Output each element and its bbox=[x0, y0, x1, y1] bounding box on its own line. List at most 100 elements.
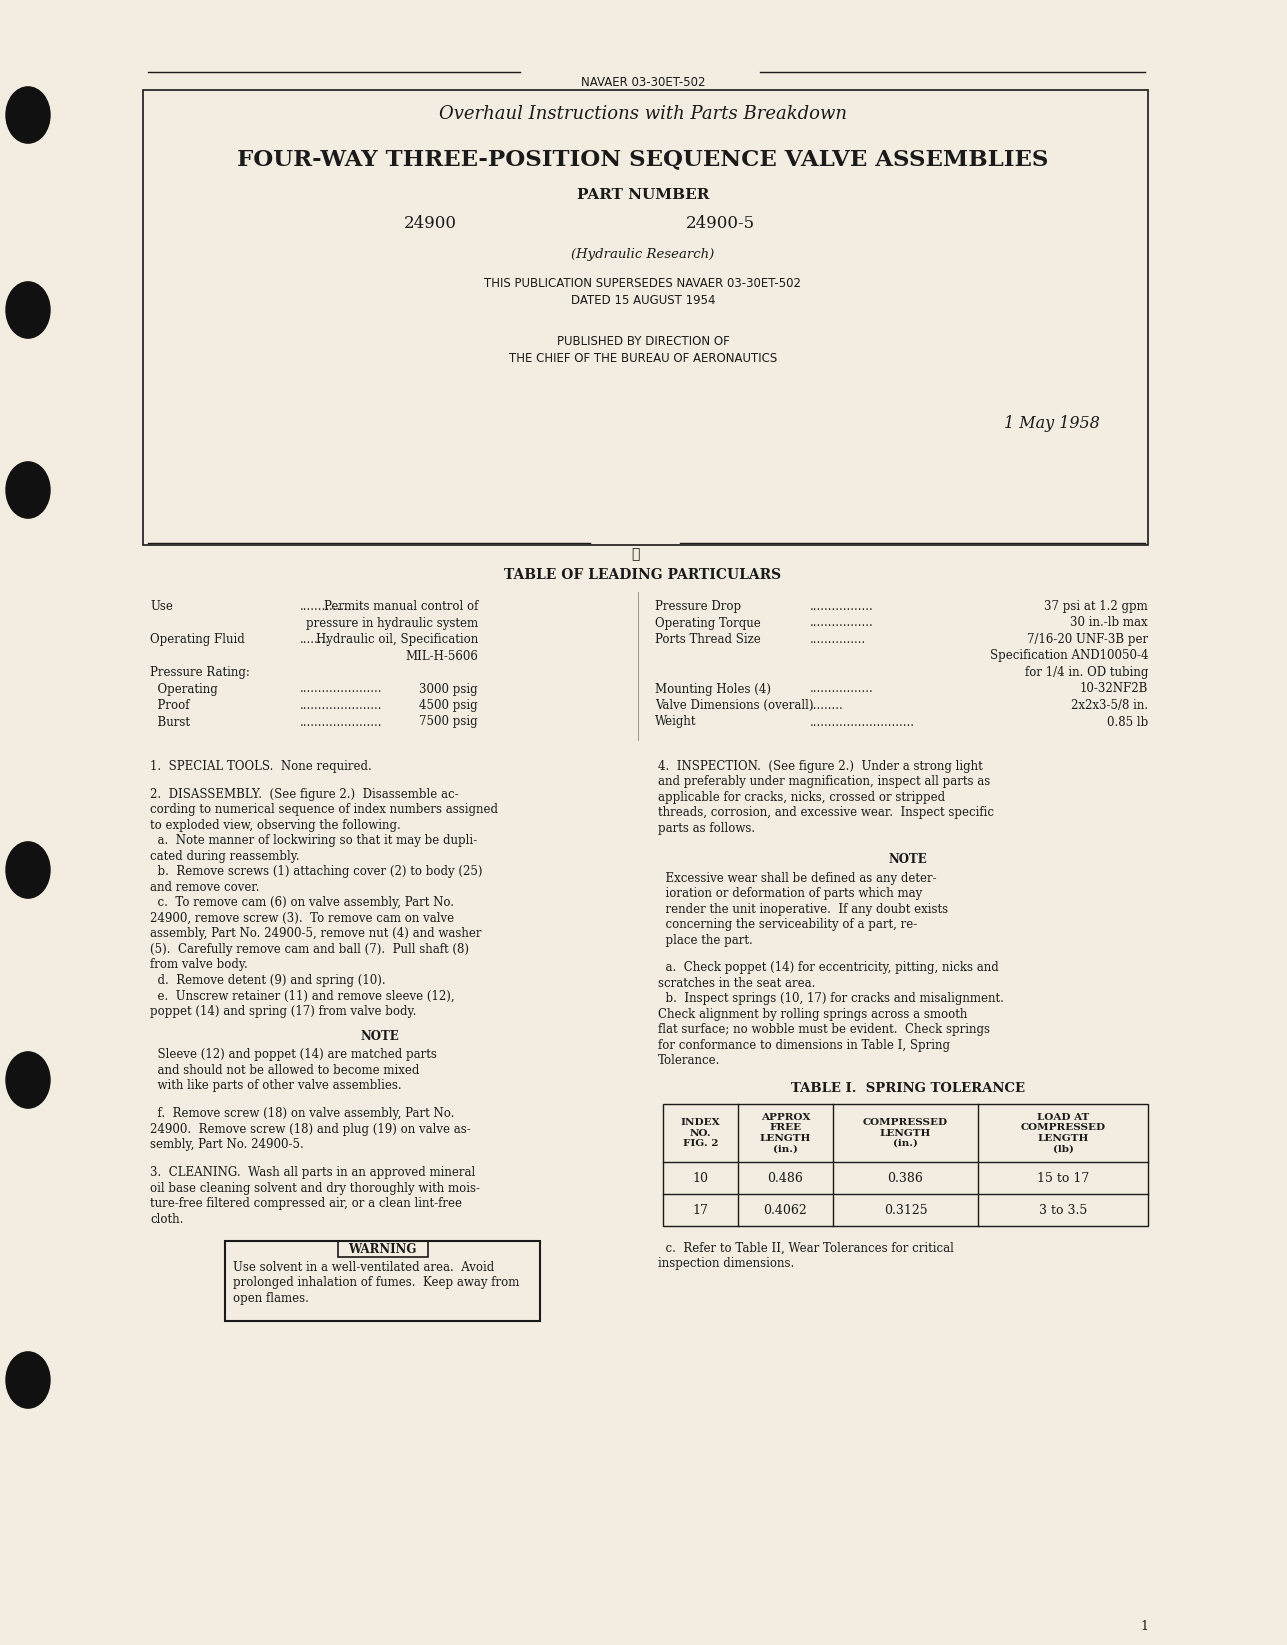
Text: Proof: Proof bbox=[151, 699, 189, 712]
Circle shape bbox=[6, 462, 50, 518]
Text: FOUR-WAY THREE-POSITION SEQUENCE VALVE ASSEMBLIES: FOUR-WAY THREE-POSITION SEQUENCE VALVE A… bbox=[237, 148, 1049, 169]
Text: LOAD AT
COMPRESSED
LENGTH
(lb): LOAD AT COMPRESSED LENGTH (lb) bbox=[1021, 1114, 1106, 1153]
Text: b.  Inspect springs (10, 17) for cracks and misalignment.: b. Inspect springs (10, 17) for cracks a… bbox=[658, 992, 1004, 1005]
Text: 24900: 24900 bbox=[404, 215, 457, 232]
Text: Hydraulic oil, Specification: Hydraulic oil, Specification bbox=[315, 633, 477, 646]
Text: .................: ................. bbox=[810, 617, 874, 630]
Text: Ports Thread Size: Ports Thread Size bbox=[655, 633, 761, 646]
Text: INDEX
NO.
FIG. 2: INDEX NO. FIG. 2 bbox=[681, 1119, 721, 1148]
Text: c.  To remove cam (6) on valve assembly, Part No.: c. To remove cam (6) on valve assembly, … bbox=[151, 897, 454, 910]
Bar bbox=[663, 1104, 1148, 1226]
Text: 2x2x3-5/8 in.: 2x2x3-5/8 in. bbox=[1071, 699, 1148, 712]
Text: ...............: ............... bbox=[810, 633, 866, 646]
Text: PUBLISHED BY DIRECTION OF: PUBLISHED BY DIRECTION OF bbox=[556, 336, 730, 349]
Text: 1.  SPECIAL TOOLS.  None required.: 1. SPECIAL TOOLS. None required. bbox=[151, 760, 372, 773]
Text: 0.386: 0.386 bbox=[888, 1171, 924, 1184]
Text: MIL-H-5606: MIL-H-5606 bbox=[405, 650, 477, 663]
Text: a.  Check poppet (14) for eccentricity, pitting, nicks and: a. Check poppet (14) for eccentricity, p… bbox=[658, 961, 999, 974]
Text: e.  Unscrew retainer (11) and remove sleeve (12),: e. Unscrew retainer (11) and remove slee… bbox=[151, 989, 454, 1002]
Text: 2.  DISASSEMBLY.  (See figure 2.)  Disassemble ac-: 2. DISASSEMBLY. (See figure 2.) Disassem… bbox=[151, 788, 458, 801]
Text: 0.85 lb: 0.85 lb bbox=[1107, 716, 1148, 729]
Text: parts as follows.: parts as follows. bbox=[658, 822, 755, 836]
Text: 17: 17 bbox=[692, 1204, 709, 1217]
Text: NAVAER 03-30ET-502: NAVAER 03-30ET-502 bbox=[580, 76, 705, 89]
Text: ........: ........ bbox=[300, 633, 329, 646]
Text: with like parts of other valve assemblies.: with like parts of other valve assemblie… bbox=[151, 1079, 402, 1092]
Text: 24900.  Remove screw (18) and plug (19) on valve as-: 24900. Remove screw (18) and plug (19) o… bbox=[151, 1122, 471, 1135]
Text: oil base cleaning solvent and dry thoroughly with mois-: oil base cleaning solvent and dry thorou… bbox=[151, 1181, 480, 1194]
Text: 10-32NF2B: 10-32NF2B bbox=[1080, 683, 1148, 696]
Text: Operating Torque: Operating Torque bbox=[655, 617, 761, 630]
Circle shape bbox=[6, 87, 50, 143]
Text: c.  Refer to Table II, Wear Tolerances for critical: c. Refer to Table II, Wear Tolerances fo… bbox=[658, 1242, 954, 1255]
Text: Weight: Weight bbox=[655, 716, 696, 729]
Text: applicable for cracks, nicks, crossed or stripped: applicable for cracks, nicks, crossed or… bbox=[658, 791, 945, 804]
Text: Burst: Burst bbox=[151, 716, 190, 729]
Text: Permits manual control of: Permits manual control of bbox=[323, 600, 477, 614]
Text: 4500 psig: 4500 psig bbox=[420, 699, 477, 712]
Text: poppet (14) and spring (17) from valve body.: poppet (14) and spring (17) from valve b… bbox=[151, 1005, 417, 1018]
Text: cording to numerical sequence of index numbers assigned: cording to numerical sequence of index n… bbox=[151, 803, 498, 816]
Text: ......................: ...................... bbox=[300, 699, 382, 712]
Text: assembly, Part No. 24900-5, remove nut (4) and washer: assembly, Part No. 24900-5, remove nut (… bbox=[151, 928, 481, 941]
Text: pressure in hydraulic system: pressure in hydraulic system bbox=[306, 617, 477, 630]
Text: Operating: Operating bbox=[151, 683, 218, 696]
Text: Excessive wear shall be defined as any deter-: Excessive wear shall be defined as any d… bbox=[658, 872, 937, 885]
Text: (Hydraulic Research): (Hydraulic Research) bbox=[571, 248, 714, 262]
Text: THE CHIEF OF THE BUREAU OF AERONAUTICS: THE CHIEF OF THE BUREAU OF AERONAUTICS bbox=[508, 352, 777, 365]
Text: Operating Fluid: Operating Fluid bbox=[151, 633, 245, 646]
Text: cated during reassembly.: cated during reassembly. bbox=[151, 850, 300, 864]
Text: from valve body.: from valve body. bbox=[151, 959, 248, 972]
Text: COMPRESSED
LENGTH
(in.): COMPRESSED LENGTH (in.) bbox=[864, 1119, 949, 1148]
Text: Specification AND10050-4: Specification AND10050-4 bbox=[990, 650, 1148, 663]
Text: concerning the serviceability of a part, re-: concerning the serviceability of a part,… bbox=[658, 918, 918, 931]
Text: 7500 psig: 7500 psig bbox=[420, 716, 477, 729]
Text: .................: ................. bbox=[810, 600, 874, 614]
Text: 24900-5: 24900-5 bbox=[686, 215, 754, 232]
Text: threads, corrosion, and excessive wear.  Inspect specific: threads, corrosion, and excessive wear. … bbox=[658, 806, 994, 819]
Text: .................: ................. bbox=[810, 683, 874, 696]
Text: d.  Remove detent (9) and spring (10).: d. Remove detent (9) and spring (10). bbox=[151, 974, 386, 987]
Text: Mounting Holes (4): Mounting Holes (4) bbox=[655, 683, 771, 696]
Text: 0.4062: 0.4062 bbox=[763, 1204, 807, 1217]
Text: Sleeve (12) and poppet (14) are matched parts: Sleeve (12) and poppet (14) are matched … bbox=[151, 1048, 436, 1061]
Text: NOTE: NOTE bbox=[888, 854, 928, 865]
Text: 24900, remove screw (3).  To remove cam on valve: 24900, remove screw (3). To remove cam o… bbox=[151, 911, 454, 924]
Text: for conformance to dimensions in Table I, Spring: for conformance to dimensions in Table I… bbox=[658, 1040, 950, 1053]
Text: scratches in the seat area.: scratches in the seat area. bbox=[658, 977, 816, 990]
Circle shape bbox=[6, 1352, 50, 1408]
Text: to exploded view, observing the following.: to exploded view, observing the followin… bbox=[151, 819, 400, 832]
Text: 15 to 17: 15 to 17 bbox=[1037, 1171, 1089, 1184]
Bar bbox=[337, 1240, 427, 1257]
Circle shape bbox=[6, 1051, 50, 1109]
Bar bbox=[143, 90, 1148, 544]
Text: ......................: ...................... bbox=[300, 683, 382, 696]
Text: PART NUMBER: PART NUMBER bbox=[577, 188, 709, 202]
Text: 10: 10 bbox=[692, 1171, 709, 1184]
Text: f.  Remove screw (18) on valve assembly, Part No.: f. Remove screw (18) on valve assembly, … bbox=[151, 1107, 454, 1120]
Text: .........: ......... bbox=[810, 699, 844, 712]
Text: Overhaul Instructions with Parts Breakdown: Overhaul Instructions with Parts Breakdo… bbox=[439, 105, 847, 123]
Text: 0.486: 0.486 bbox=[767, 1171, 803, 1184]
Text: 0.3125: 0.3125 bbox=[884, 1204, 928, 1217]
Text: b.  Remove screws (1) attaching cover (2) to body (25): b. Remove screws (1) attaching cover (2)… bbox=[151, 865, 483, 878]
Text: WARNING: WARNING bbox=[349, 1242, 417, 1255]
Text: inspection dimensions.: inspection dimensions. bbox=[658, 1257, 794, 1270]
Text: 30 in.-lb max: 30 in.-lb max bbox=[1071, 617, 1148, 630]
Text: and remove cover.: and remove cover. bbox=[151, 882, 260, 893]
Text: flat surface; no wobble must be evident.  Check springs: flat surface; no wobble must be evident.… bbox=[658, 1023, 990, 1036]
Text: cloth.: cloth. bbox=[151, 1212, 183, 1226]
Text: ............................: ............................ bbox=[810, 716, 915, 729]
Text: DATED 15 AUGUST 1954: DATED 15 AUGUST 1954 bbox=[570, 294, 716, 308]
Circle shape bbox=[6, 281, 50, 339]
Text: open flames.: open flames. bbox=[233, 1291, 309, 1304]
Text: ture-free filtered compressed air, or a clean lint-free: ture-free filtered compressed air, or a … bbox=[151, 1198, 462, 1211]
Circle shape bbox=[6, 842, 50, 898]
Text: ★: ★ bbox=[631, 548, 640, 561]
Text: a.  Note manner of lockwiring so that it may be dupli-: a. Note manner of lockwiring so that it … bbox=[151, 834, 477, 847]
Text: 7/16-20 UNF-3B per: 7/16-20 UNF-3B per bbox=[1027, 633, 1148, 646]
Text: 3.  CLEANING.  Wash all parts in an approved mineral: 3. CLEANING. Wash all parts in an approv… bbox=[151, 1166, 475, 1179]
Text: ................: ................ bbox=[300, 600, 360, 614]
Text: Pressure Drop: Pressure Drop bbox=[655, 600, 741, 614]
Text: prolonged inhalation of fumes.  Keep away from: prolonged inhalation of fumes. Keep away… bbox=[233, 1277, 520, 1290]
